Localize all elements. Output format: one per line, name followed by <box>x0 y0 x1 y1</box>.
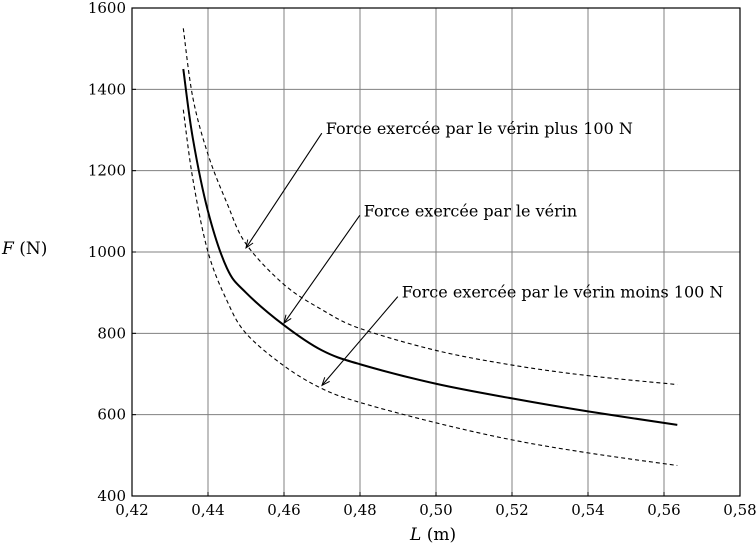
annotation-label: Force exercée par le vérin plus 100 N <box>326 119 633 138</box>
y-tick-label: 1200 <box>88 162 126 180</box>
y-axis-label: F (N) <box>1 239 47 259</box>
y-tick-label: 600 <box>97 406 126 424</box>
grid <box>132 8 740 496</box>
annotation-arrow-line <box>245 132 323 249</box>
annotation-arrow-head-icon <box>283 314 292 325</box>
annotations: Force exercée par le vérin plus 100 N For… <box>245 119 724 387</box>
annotation-plus-100n: Force exercée par le vérin plus 100 N <box>245 119 633 250</box>
series-plus-100n-line <box>182 28 678 386</box>
y-tick-label: 400 <box>97 487 126 505</box>
x-tick-label: 0,52 <box>495 501 528 519</box>
annotation-label: Force exercée par le vérin <box>364 201 577 220</box>
annotation-arrow-line <box>283 215 361 324</box>
annotation-verin: Force exercée par le vérin <box>283 201 577 325</box>
annotation-moins-100n: Force exercée par le vérin moins 100 N <box>321 283 724 387</box>
annotation-arrow-line <box>321 296 399 386</box>
x-tick-label: 0,54 <box>571 501 604 519</box>
x-axis-label: L (m) <box>409 525 456 545</box>
x-axis-unit: (m) <box>427 525 456 545</box>
x-tick-label: 0,56 <box>647 501 680 519</box>
x-tick-label: 0,42 <box>115 501 148 519</box>
series-verin-line <box>182 68 678 426</box>
annotation-arrow-head-icon <box>245 239 254 250</box>
x-axis-variable: L <box>409 525 421 545</box>
curves <box>182 28 678 467</box>
y-tick-label: 1000 <box>88 243 126 261</box>
x-tick-label: 0,46 <box>267 501 300 519</box>
x-tick-label: 0,50 <box>419 501 452 519</box>
y-axis-unit: (N) <box>19 239 47 259</box>
ticks: 0,42 0,44 0,46 0,48 0,50 0,52 0,54 0,56 0,58 400 6… <box>88 0 756 519</box>
y-tick-label: 1400 <box>88 80 126 98</box>
series-moins-100n-line <box>182 109 678 467</box>
annotation-label: Force exercée par le vérin moins 100 N <box>402 283 724 302</box>
x-tick-label: 0,58 <box>723 501 756 519</box>
y-tick-label: 1600 <box>88 0 126 17</box>
y-axis-variable: F <box>1 239 15 259</box>
x-tick-label: 0,48 <box>343 501 376 519</box>
x-tick-label: 0,44 <box>191 501 224 519</box>
y-tick-label: 800 <box>97 324 126 342</box>
annotation-arrow-head-icon <box>321 377 330 387</box>
